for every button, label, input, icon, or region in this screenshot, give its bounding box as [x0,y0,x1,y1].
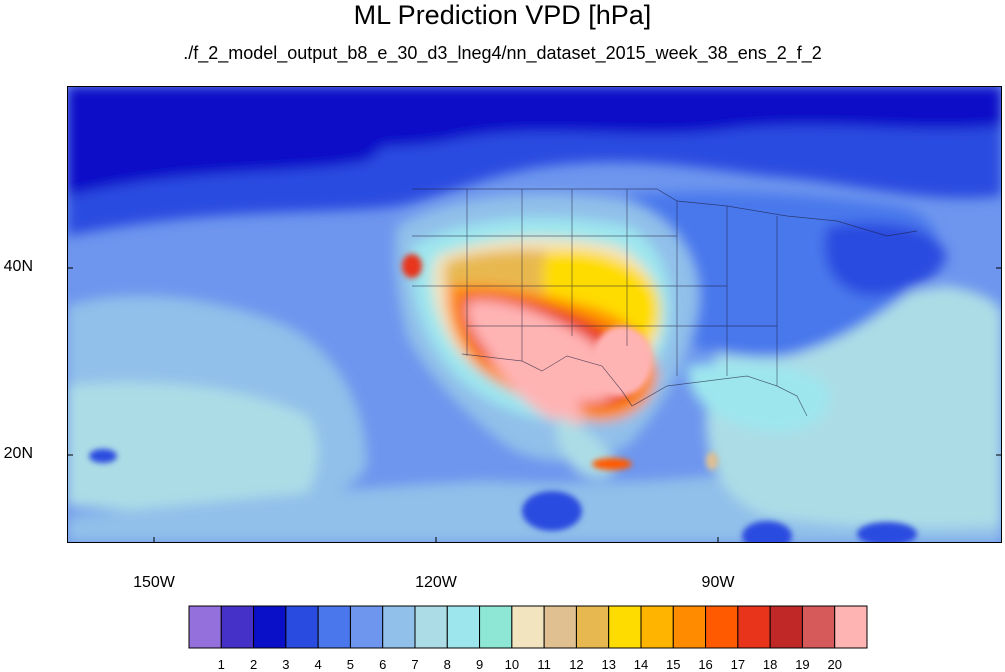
legend-swatch [575,605,610,649]
lon-label-90w: 90W [701,574,735,591]
legend-label: 20 [827,657,842,672]
legend-label: 1 [217,657,225,672]
northeast-dark [824,222,947,296]
legend-swatch [253,605,287,649]
legend-label: 12 [569,657,584,672]
mexico-hotspot [592,458,632,470]
lat-label-20n: 20N [3,445,33,462]
baja-dark [522,491,582,531]
legend-swatch [446,605,481,649]
legend-label: 3 [282,657,290,672]
legend-label: 15 [666,657,681,672]
legend-swatch [672,605,707,649]
legend-label: 14 [633,657,649,672]
legend-label: 4 [314,657,322,672]
legend-swatch [349,605,384,649]
legend-swatch [640,605,674,649]
legend-label: 17 [730,657,746,672]
legend-swatch [834,605,868,649]
legend-swatch [737,605,771,649]
legend-swatch [769,605,803,649]
legend-label: 6 [379,657,387,672]
legend-swatch [543,605,577,649]
legend-label: 18 [762,657,778,672]
legend-label: 19 [795,657,810,672]
calif-hotspot [402,254,422,278]
legend-labels: 1 2 3 4 5 6 7 8 9 10 11 12 13 14 15 16 17 18 19 20 [0,657,1005,672]
gulf-alaska-dark [67,86,400,196]
legend-label: 9 [475,657,484,672]
map-title: ML Prediction VPD [hPa] [353,0,652,30]
mexico-pink [486,346,584,426]
texas-hotspot [592,326,652,396]
legend-swatch [608,605,642,649]
legend-label: 11 [537,657,551,672]
vpd-map [67,86,1002,543]
hawaii-dark [89,449,117,463]
legend-swatch [801,605,836,649]
legend-label: 8 [443,657,451,672]
yucatan-tan [706,452,718,470]
legend-label: 2 [249,657,258,672]
legend-label: 13 [601,657,616,672]
legend-swatch [414,605,448,649]
atlantic-south-dark [857,522,917,543]
map-subtitle: ./f_2_model_output_b8_e_30_d3_lneg4/nn_d… [183,43,822,63]
legend-swatch [382,605,416,649]
legend-label: 16 [698,657,713,672]
legend-swatch [705,605,739,649]
gulf-coast [631,375,808,417]
legend-swatch [511,605,545,649]
lon-label-150w: 150W [133,574,175,591]
legend-swatch [317,605,351,649]
legend-swatch [220,605,255,649]
legend-swatch [479,605,513,649]
legend-label: 5 [346,657,355,672]
lon-label-120w: 120W [415,574,457,591]
map-frame [67,86,1002,543]
legend-label: 10 [504,657,520,672]
central-america-dark [742,521,792,543]
legend-swatch [285,605,319,649]
caribbean-cyan [687,362,829,432]
legend-label: 7 [411,657,419,672]
us-canada-border [412,188,918,237]
color-legend [188,605,868,649]
southwest-pink [466,300,619,403]
lat-label-40n: 40N [3,258,33,275]
pacific-south-light [67,382,318,512]
legend-swatch [188,605,222,649]
state-lines [412,189,778,386]
